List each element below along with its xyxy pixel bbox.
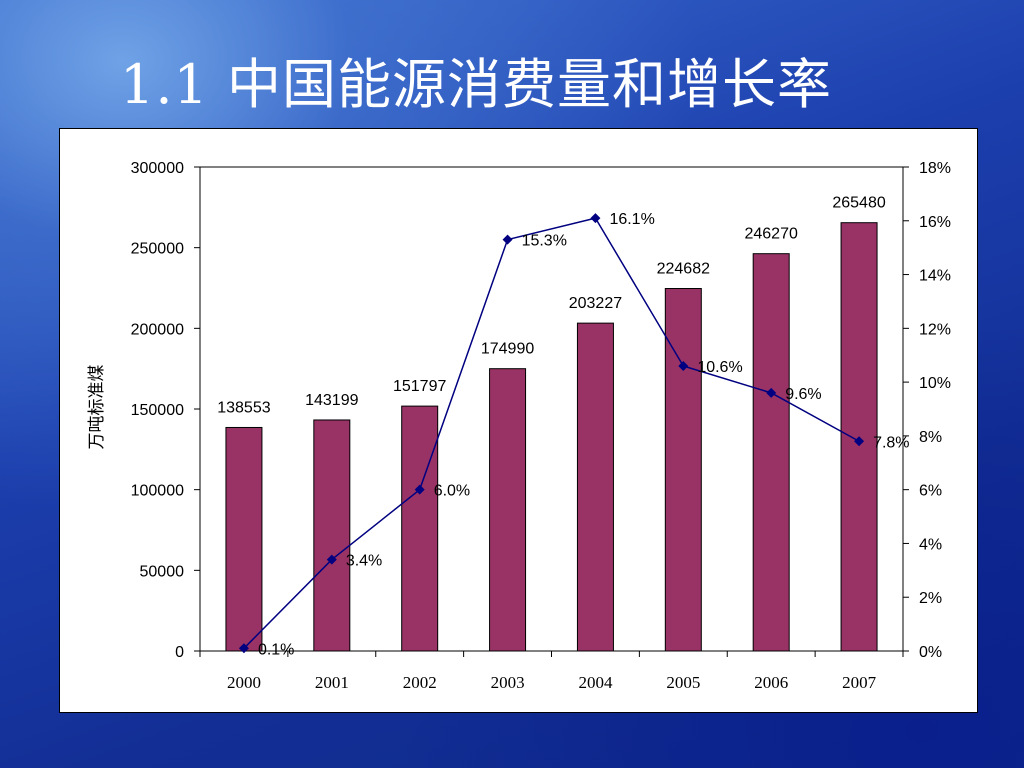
bar-2002 — [401, 405, 439, 652]
right-axis-tick-label: 12% — [919, 321, 951, 338]
line-point-2001 — [326, 554, 337, 565]
growth-value-label-2003: 15.3% — [522, 233, 567, 250]
bar-value-label-2003: 174990 — [481, 341, 534, 358]
right-axis-tick-label: 4% — [919, 536, 942, 553]
bar-2005 — [664, 288, 702, 652]
bar-value-label-2005: 224682 — [657, 261, 710, 278]
bar-value-label-2006: 246270 — [744, 226, 797, 243]
line-point-2000 — [238, 643, 249, 654]
bar-2006 — [752, 253, 790, 652]
bar-2000 — [225, 426, 263, 652]
right-axis-tick-label: 8% — [919, 429, 942, 446]
right-axis-tick-label: 6% — [919, 483, 942, 500]
bar-value-label-2004: 203227 — [569, 295, 622, 312]
bar-value-label-2007: 265480 — [832, 195, 885, 212]
growth-value-label-2007: 7.8% — [873, 434, 909, 451]
left-axis-tick-label: 250000 — [131, 241, 184, 258]
x-axis-category-label: 2000 — [227, 673, 261, 692]
x-axis-category-label: 2004 — [578, 673, 613, 692]
x-axis-category-label: 2003 — [491, 673, 525, 692]
axes: 0 50000 100000 150000 200000 250000 300000 0% 2%… — [87, 160, 951, 692]
growth-value-label-2000: 0.1% — [258, 641, 294, 658]
right-axis-tick-label: 0% — [919, 644, 942, 661]
right-axis-tick-label: 16% — [919, 214, 951, 231]
line-point-2005 — [678, 360, 689, 371]
left-axis-tick-label: 50000 — [140, 563, 185, 580]
growth-line-series — [238, 213, 865, 654]
x-axis-category-label: 2005 — [666, 673, 700, 692]
x-axis-category-label: 2002 — [403, 673, 437, 692]
right-axis-tick-label: 10% — [919, 375, 951, 392]
line-point-2006 — [766, 387, 777, 398]
x-axis-category-label: 2007 — [842, 673, 877, 692]
left-axis-title: 万吨标准煤 — [87, 365, 107, 450]
left-axis-tick-label: 200000 — [131, 321, 184, 338]
left-axis-tick-label: 0 — [175, 644, 184, 661]
growth-value-label-2002: 6.0% — [434, 483, 470, 500]
growth-value-label-2005: 10.6% — [697, 359, 742, 376]
x-axis-category-label: 2001 — [315, 673, 349, 692]
right-axis-tick-label: 14% — [919, 268, 951, 285]
growth-value-label-2004: 16.1% — [609, 211, 654, 228]
left-axis-tick-label: 150000 — [131, 402, 184, 419]
line-point-2007 — [854, 436, 865, 447]
bar-value-label-2000: 138553 — [217, 399, 270, 416]
bar-value-label-2002: 151797 — [393, 378, 446, 395]
growth-value-label-2006: 9.6% — [785, 386, 821, 403]
bar-series — [225, 222, 878, 652]
bar-value-label-2001: 143199 — [305, 392, 358, 409]
bar-2003 — [489, 368, 527, 652]
right-axis-tick-label: 2% — [919, 590, 942, 607]
right-axis-tick-label: 18% — [919, 160, 951, 177]
left-axis-tick-label: 100000 — [131, 483, 184, 500]
x-axis-category-label: 2006 — [754, 673, 788, 692]
line-point-2002 — [414, 484, 425, 495]
data-labels: 138553 143199 151797 174990 203227 224682 2462… — [217, 195, 909, 659]
growth-line — [243, 217, 860, 649]
slide-title: 1.1 中国能源消费量和增长率 — [120, 53, 833, 116]
line-point-2003 — [502, 234, 513, 245]
bar-2001 — [313, 419, 351, 652]
left-axis-tick-label: 300000 — [131, 160, 184, 177]
bar-2004 — [576, 322, 614, 652]
line-point-2004 — [590, 213, 601, 224]
growth-value-label-2001: 3.4% — [346, 553, 382, 570]
